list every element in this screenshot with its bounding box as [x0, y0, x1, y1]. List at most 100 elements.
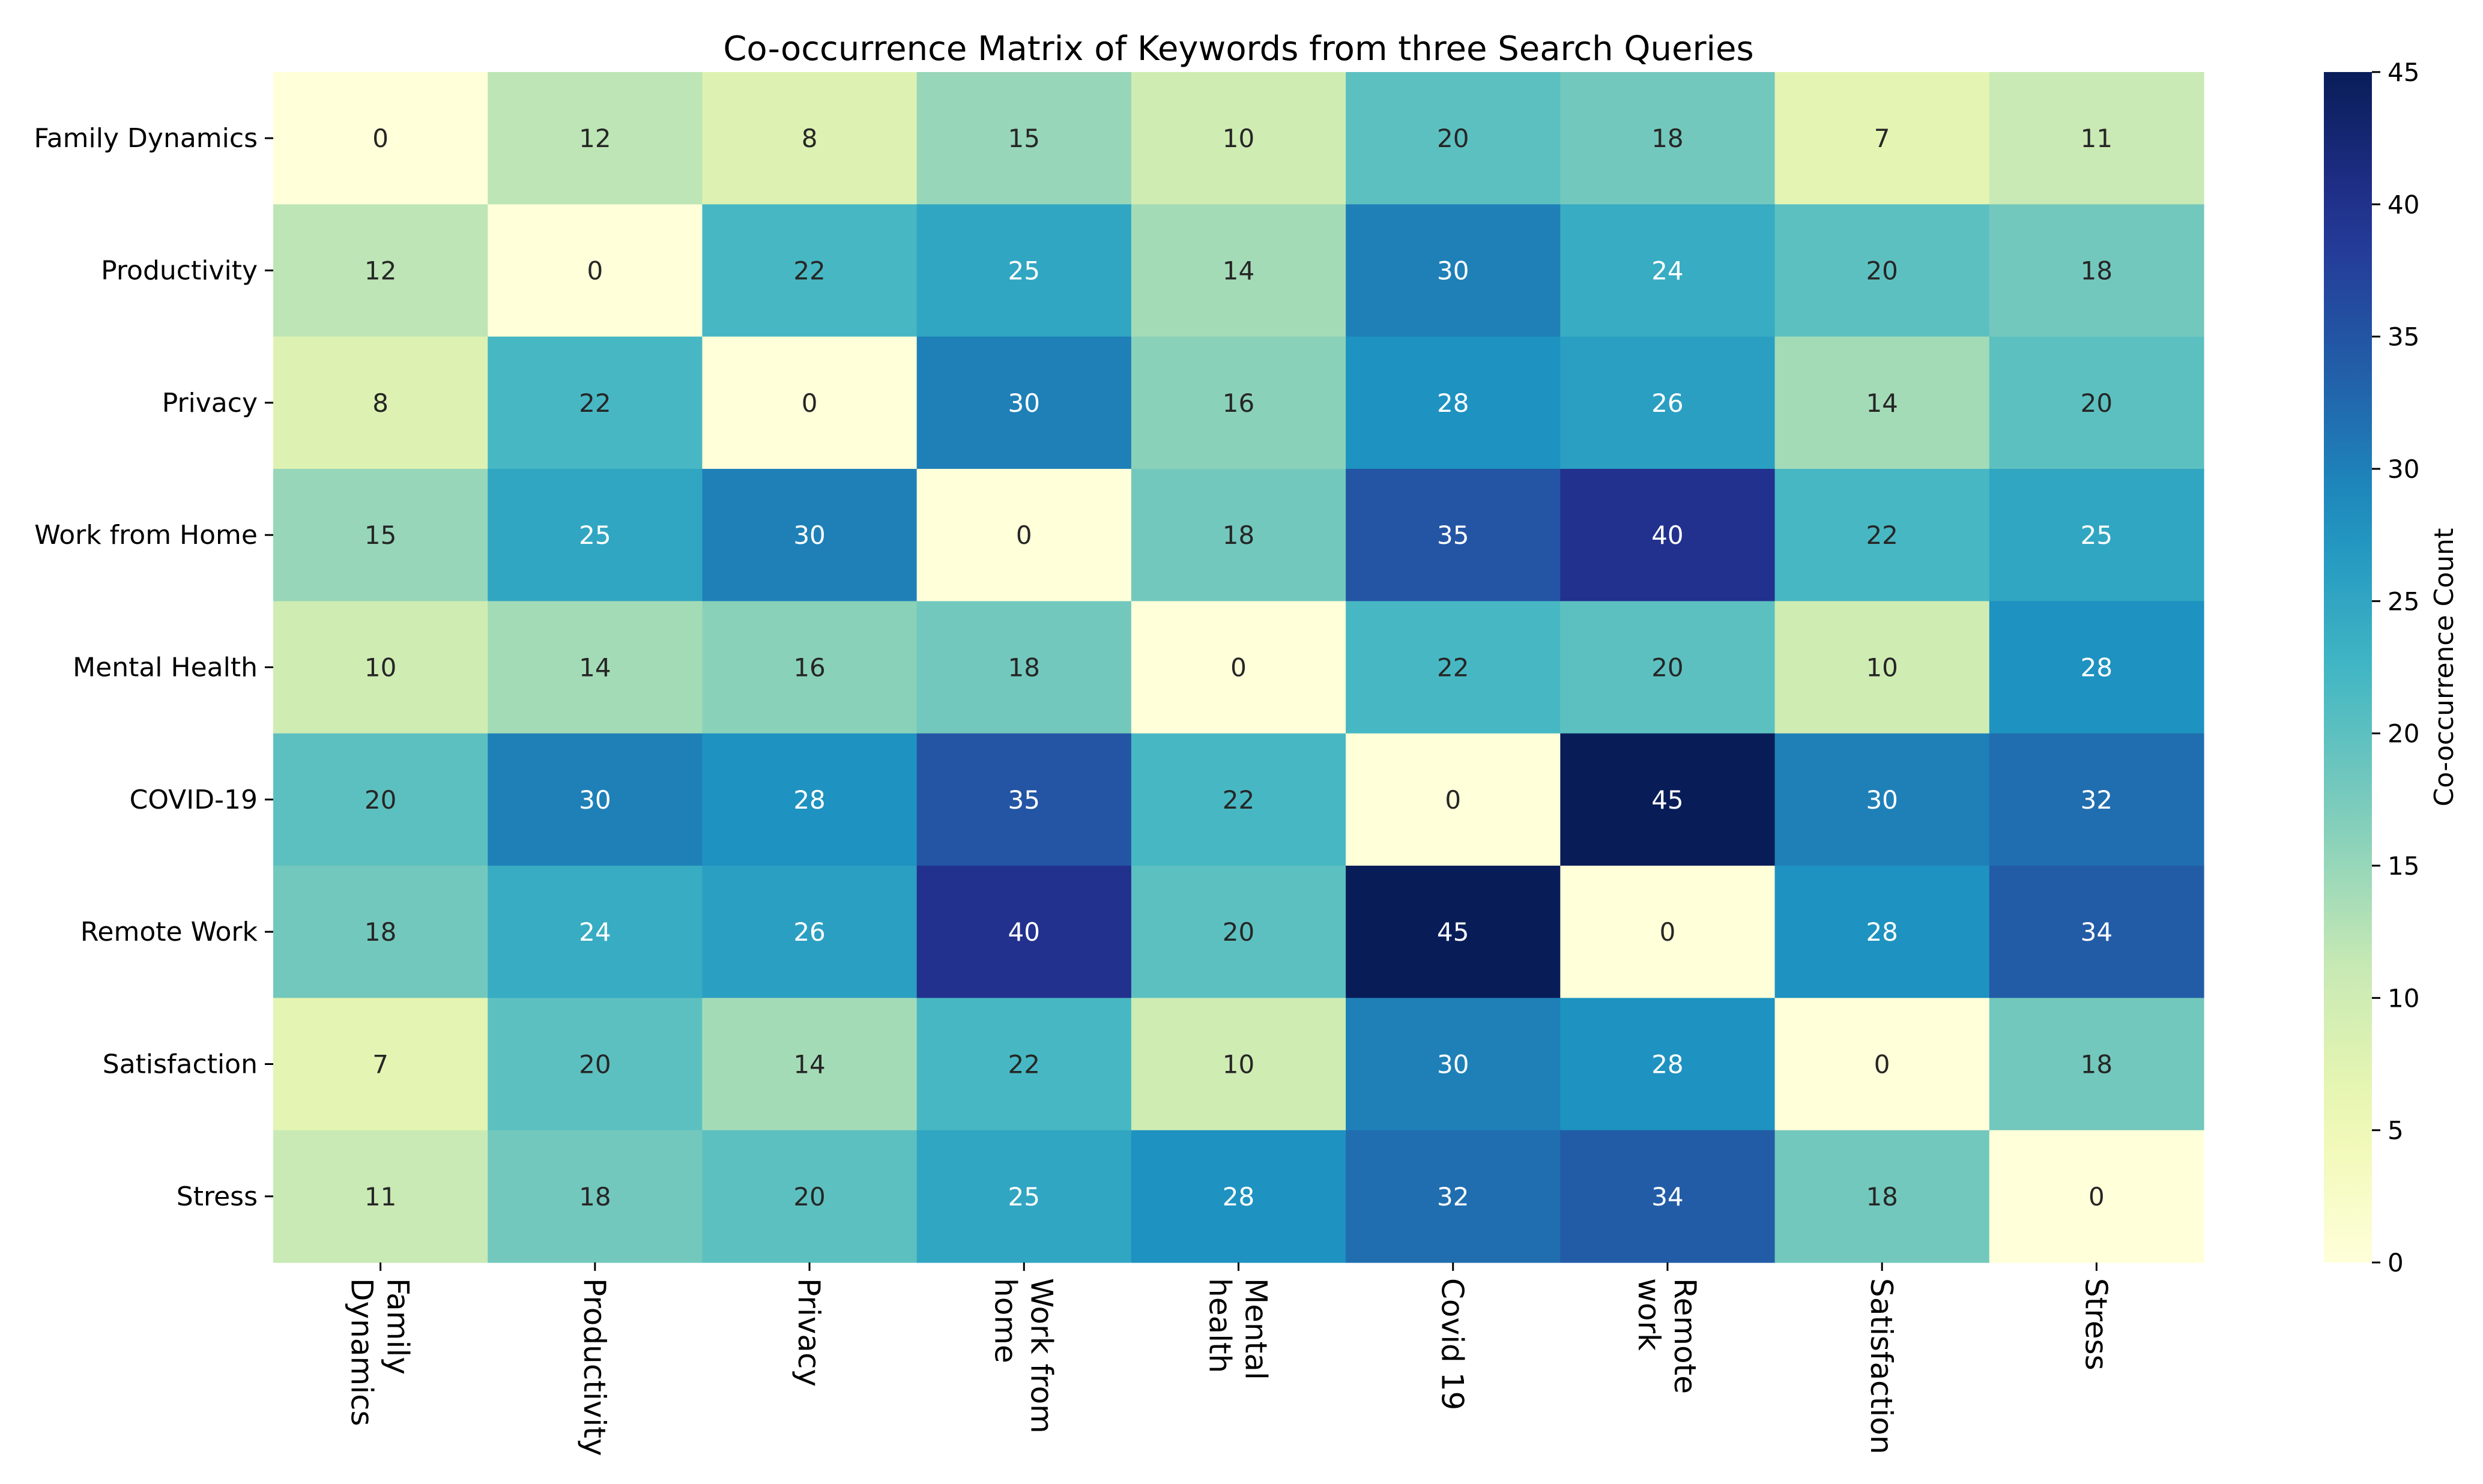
heatmap-cell [488, 733, 703, 866]
cell-value-label: 14 [579, 653, 611, 683]
cell-value-label: 18 [1008, 653, 1040, 683]
cell-value-label: 28 [1223, 1182, 1254, 1211]
heatmap-cell [273, 72, 488, 205]
cell-value-label: 7 [1874, 124, 1890, 153]
cell-value-label: 18 [579, 1182, 611, 1211]
cell-value-label: 10 [1223, 124, 1254, 153]
cell-value-label: 14 [793, 1050, 825, 1079]
heatmap-cell [1989, 866, 2204, 998]
heatmap-cell [1560, 1130, 1776, 1263]
y-axis: Family Dynamics Productivity Privacy Work f… [34, 123, 273, 1212]
heatmap-cell [916, 204, 1132, 337]
heatmap-cell [1346, 72, 1561, 205]
heatmap-cell [1131, 204, 1346, 337]
heatmap-cell [1560, 469, 1776, 602]
cell-value-label: 35 [1008, 785, 1040, 815]
heatmap-cell [702, 336, 918, 469]
heatmap-cell [702, 998, 918, 1131]
cell-value-label: 30 [1437, 1050, 1469, 1079]
cell-value-label: 30 [1866, 785, 1898, 815]
cell-value-label: 7 [372, 1050, 389, 1079]
heatmap-cell [1131, 601, 1346, 734]
cell-value-label: 35 [1437, 520, 1469, 550]
cell-value-label: 0 [372, 124, 389, 153]
x-tick-label: Privacy [791, 1278, 826, 1387]
colorbar-tick-label: 25 [2388, 587, 2419, 616]
cell-value-label: 0 [1445, 785, 1461, 815]
cell-value-label: 0 [587, 256, 603, 286]
y-tick-label: Privacy [162, 388, 258, 418]
cell-value-label: 34 [1651, 1182, 1683, 1211]
colorbar-tick-label: 5 [2388, 1116, 2404, 1145]
heatmap-cell [488, 601, 703, 734]
colorbar-tick-label: 20 [2388, 719, 2419, 749]
cell-value-label: 15 [1008, 124, 1040, 153]
cell-value-label: 24 [579, 917, 611, 947]
heatmap-cell [1774, 336, 1990, 469]
cell-value-label: 20 [793, 1182, 825, 1211]
heatmap-cell [488, 72, 703, 205]
x-tick-label: Dynamics [345, 1278, 380, 1426]
heatmap-cell [1346, 866, 1561, 998]
heatmap-cell [1774, 866, 1990, 998]
heatmap-cell [916, 733, 1132, 866]
heatmap-cell [916, 469, 1132, 602]
heatmap-cell [1346, 469, 1561, 602]
heatmap-cell [1131, 998, 1346, 1131]
cell-value-label: 18 [2081, 256, 2113, 286]
heatmap-cell [1989, 601, 2204, 734]
heatmap-cell [916, 1130, 1132, 1263]
cell-value-label: 32 [1437, 1182, 1469, 1211]
cell-value-label: 28 [793, 785, 825, 815]
colorbar-tick-label: 45 [2388, 58, 2419, 87]
heatmap-cell [1774, 1130, 1990, 1263]
cell-value-label: 28 [1651, 1050, 1683, 1079]
cell-value-label: 20 [1223, 917, 1254, 947]
cell-value-label: 30 [1008, 388, 1040, 418]
x-tick-label: Covid 19 [1435, 1278, 1470, 1410]
heatmap-cell [1774, 469, 1990, 602]
heatmap-cell [488, 1130, 703, 1263]
heatmap-cell [1346, 204, 1561, 337]
heatmap-cell [702, 733, 918, 866]
heatmap-cell [702, 469, 918, 602]
cell-value-label: 30 [793, 520, 825, 550]
cell-value-label: 22 [793, 256, 825, 286]
heatmap-cell [1989, 1130, 2204, 1263]
heatmap-cell [273, 336, 488, 469]
heatmap-cell [273, 998, 488, 1131]
cell-value-label: 28 [1437, 388, 1469, 418]
heatmap-cell [488, 866, 703, 998]
x-tick-label: Mental [1239, 1278, 1274, 1380]
y-tick-label: Productivity [101, 256, 258, 286]
heatmap-cell [1131, 866, 1346, 998]
cell-value-label: 26 [1651, 388, 1683, 418]
cell-value-label: 25 [1008, 1182, 1040, 1211]
cell-value-label: 22 [1223, 785, 1254, 815]
heatmap-cell [1774, 733, 1990, 866]
colorbar-tick-label: 15 [2388, 851, 2419, 881]
colorbar: 0 5 10 15 20 25 30 35 40 45 Co-occurrence Count [2324, 58, 2460, 1277]
cell-value-label: 18 [1866, 1182, 1898, 1211]
heatmap-cell [1774, 72, 1990, 205]
cell-value-label: 11 [364, 1182, 396, 1211]
cell-value-label: 0 [1016, 520, 1032, 550]
cell-value-label: 25 [1008, 256, 1040, 286]
heatmap-cell [488, 998, 703, 1131]
y-tick-label: COVID-19 [130, 785, 258, 815]
heatmap-cell [273, 601, 488, 734]
colorbar-tick-label: 30 [2388, 454, 2419, 484]
heatmap-cell [916, 601, 1132, 734]
cell-value-label: 30 [579, 785, 611, 815]
cell-value-label: 16 [793, 653, 825, 683]
colorbar-tick-label: 10 [2388, 983, 2419, 1013]
heatmap-cell [1989, 998, 2204, 1131]
heatmap-cell [273, 866, 488, 998]
heatmap-cell [273, 1130, 488, 1263]
heatmap-cell [1131, 336, 1346, 469]
colorbar-label: Co-occurrence Count [2429, 528, 2460, 807]
y-tick-label: Stress [177, 1181, 258, 1212]
heatmap-cell [1560, 204, 1776, 337]
cell-value-label: 15 [364, 520, 396, 550]
